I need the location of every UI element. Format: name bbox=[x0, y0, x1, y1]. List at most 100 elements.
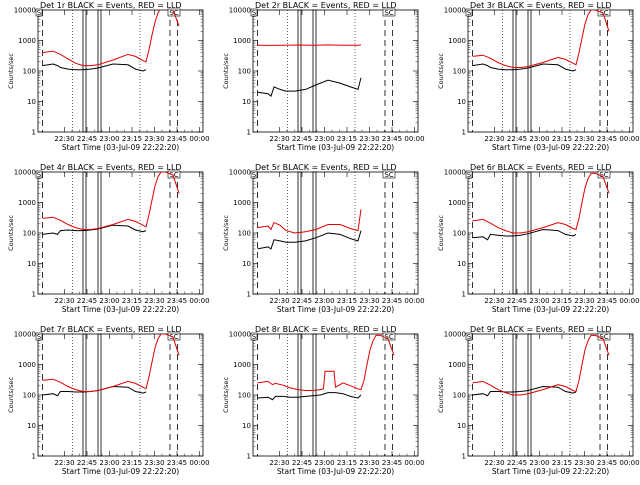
y-tick-label: 1 bbox=[247, 453, 251, 461]
y-tick-label: 1000 bbox=[233, 199, 251, 207]
y-tick-label: 10 bbox=[457, 98, 466, 106]
x-tick-label: 22:30 bbox=[484, 135, 504, 143]
x-tick-label: 23:15 bbox=[552, 297, 572, 305]
y-tick-label: 1000 bbox=[448, 37, 466, 45]
saa-box bbox=[250, 170, 258, 179]
y-tick-label: 1000 bbox=[233, 361, 251, 369]
x-tick-label: 23:30 bbox=[359, 297, 379, 305]
series-line-lld bbox=[472, 334, 610, 396]
x-tick-label: 22:30 bbox=[54, 459, 74, 467]
y-tick-label: 10 bbox=[27, 422, 36, 430]
x-tick-label: 23:30 bbox=[359, 135, 379, 143]
x-tick-label: 22:30 bbox=[269, 297, 289, 305]
saa-box bbox=[465, 8, 473, 17]
x-tick-label: 23:00 bbox=[99, 459, 119, 467]
x-tick-label: 22:30 bbox=[484, 459, 504, 467]
interval-box bbox=[312, 9, 317, 133]
saa-box-label: S bbox=[252, 9, 257, 17]
x-axis-label: Start Time (03-Jul-09 22:22:20) bbox=[492, 467, 609, 476]
x-tick-label: 22:45 bbox=[77, 297, 97, 305]
chart-panel-det-9: Det 9r BLACK = Events, RED = LLD 1 10 100 10… bbox=[437, 325, 640, 476]
x-tick-label: 22:45 bbox=[292, 135, 312, 143]
y-tick-label: 100 bbox=[23, 68, 36, 76]
saa-box bbox=[35, 8, 43, 17]
series-line-events bbox=[42, 63, 147, 72]
y-axis-label: Counts/sec bbox=[437, 215, 445, 251]
x-tick-label: 23:15 bbox=[337, 135, 357, 143]
y-tick-label: 10000 bbox=[229, 7, 251, 15]
interval-box bbox=[82, 333, 87, 457]
series-line-events bbox=[42, 224, 147, 235]
interval-box bbox=[312, 171, 317, 295]
y-tick-label: 10000 bbox=[14, 331, 36, 339]
interval-box bbox=[512, 9, 517, 133]
saa-box bbox=[35, 332, 43, 341]
x-tick-label: 23:45 bbox=[597, 135, 617, 143]
interval-box bbox=[527, 333, 532, 457]
saa-box-label: S bbox=[467, 333, 472, 341]
sc-box bbox=[382, 170, 396, 179]
y-tick-label: 10 bbox=[242, 422, 251, 430]
x-tick-label: 23:00 bbox=[314, 135, 334, 143]
y-axis-label: Counts/sec bbox=[437, 377, 445, 413]
y-tick-label: 1 bbox=[32, 291, 36, 299]
sc-box-label: SC bbox=[169, 333, 178, 341]
x-tick-label: 23:45 bbox=[382, 459, 402, 467]
interval-box bbox=[97, 333, 102, 457]
x-axis-label: Start Time (03-Jul-09 22:22:20) bbox=[492, 305, 609, 314]
y-tick-label: 1 bbox=[462, 129, 466, 137]
saa-box bbox=[465, 170, 473, 179]
y-tick-label: 10000 bbox=[444, 7, 466, 15]
x-tick-label: 23:30 bbox=[144, 297, 164, 305]
y-tick-label: 100 bbox=[453, 392, 466, 400]
x-tick-label: 00:00 bbox=[189, 135, 209, 143]
x-tick-label: 22:30 bbox=[484, 297, 504, 305]
x-tick-label: 23:30 bbox=[574, 135, 594, 143]
y-tick-label: 1000 bbox=[18, 199, 36, 207]
x-tick-label: 23:30 bbox=[144, 135, 164, 143]
y-tick-label: 10 bbox=[242, 260, 251, 268]
saa-box bbox=[250, 8, 258, 17]
x-axis-label: Start Time (03-Jul-09 22:22:20) bbox=[62, 143, 179, 152]
x-tick-label: 00:00 bbox=[189, 297, 209, 305]
x-tick-label: 00:00 bbox=[404, 459, 424, 467]
x-tick-label: 23:30 bbox=[359, 459, 379, 467]
chart-title: Det 7r BLACK = Events, RED = LLD bbox=[40, 325, 182, 334]
x-tick-label: 22:45 bbox=[77, 459, 97, 467]
series-line-events bbox=[257, 392, 362, 401]
x-tick-label: 23:45 bbox=[597, 297, 617, 305]
x-tick-label: 00:00 bbox=[404, 297, 424, 305]
series-line-lld bbox=[472, 172, 610, 234]
sc-box-label: SC bbox=[384, 333, 393, 341]
x-tick-label: 23:00 bbox=[99, 297, 119, 305]
x-tick-label: 00:00 bbox=[189, 459, 209, 467]
x-tick-label: 00:00 bbox=[619, 459, 639, 467]
saa-box-label: S bbox=[37, 333, 42, 341]
y-tick-label: 1 bbox=[462, 291, 466, 299]
chart-title: Det 2r BLACK = Events, RED = LLD bbox=[255, 1, 397, 10]
x-axis-label: Start Time (03-Jul-09 22:22:20) bbox=[277, 143, 394, 152]
chart-title: Det 3r BLACK = Events, RED = LLD bbox=[470, 1, 612, 10]
series-line-events bbox=[472, 228, 577, 241]
saa-box-label: S bbox=[37, 171, 42, 179]
y-tick-label: 100 bbox=[238, 230, 251, 238]
x-tick-label: 23:15 bbox=[122, 135, 142, 143]
x-tick-label: 23:45 bbox=[382, 135, 402, 143]
y-axis-label: Counts/sec bbox=[7, 215, 15, 251]
x-tick-label: 22:30 bbox=[269, 459, 289, 467]
series-line-events bbox=[257, 77, 362, 97]
x-tick-label: 23:45 bbox=[597, 459, 617, 467]
plot-frame bbox=[252, 9, 419, 133]
chart-panel-det-8: Det 8r BLACK = Events, RED = LLD 1 10 100 10… bbox=[222, 325, 425, 476]
chart-title: Det 5r BLACK = Events, RED = LLD bbox=[255, 163, 397, 172]
y-axis-label: Counts/sec bbox=[7, 53, 15, 89]
x-tick-label: 22:30 bbox=[269, 135, 289, 143]
x-axis-label: Start Time (03-Jul-09 22:22:20) bbox=[277, 305, 394, 314]
interval-box bbox=[297, 9, 302, 133]
x-tick-label: 23:15 bbox=[337, 459, 357, 467]
y-tick-label: 100 bbox=[238, 392, 251, 400]
x-tick-label: 22:30 bbox=[54, 135, 74, 143]
interval-box bbox=[82, 171, 87, 295]
y-axis-label: Counts/sec bbox=[437, 53, 445, 89]
series-line-lld bbox=[42, 172, 180, 230]
